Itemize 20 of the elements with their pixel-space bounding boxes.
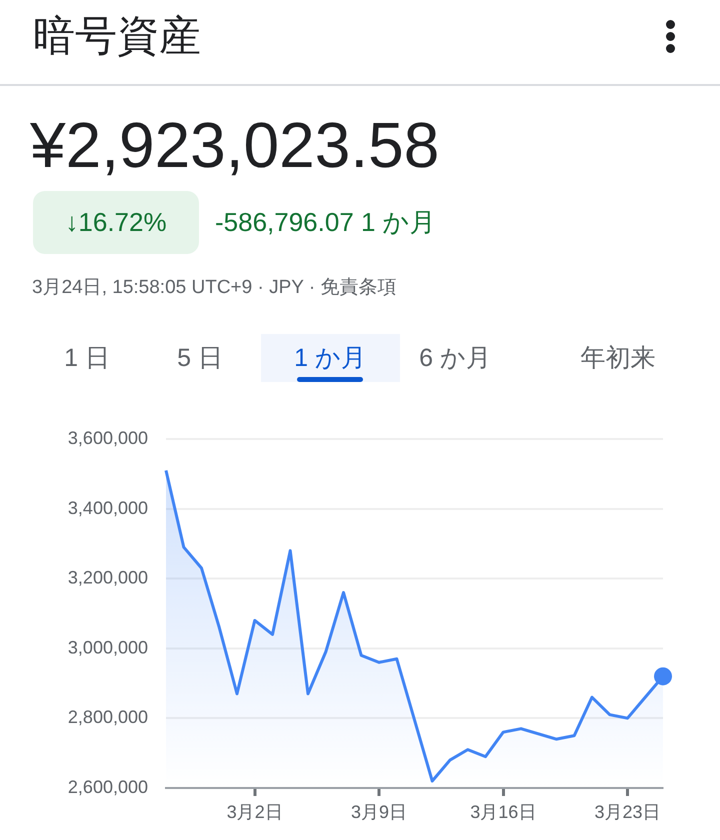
x-tick-label: 3月9日 [350,802,408,822]
text: 6 か月 [418,343,492,374]
y-tick-label: 3,200,000 [68,568,148,588]
y-tick-label: 2,800,000 [68,707,148,728]
text: 1 か月 [293,343,367,374]
text: ↓16.72% [33,191,199,254]
text: 3月24日, 15:58:05 UTC+9 · JPY · 免責条項 [32,276,396,300]
y-tick-label: 3,400,000 [68,498,148,518]
chart-title: 暗号資産 [33,11,201,61]
text: 5 日 [176,343,224,374]
y-tick-label: 2,600,000 [68,776,148,797]
text: 年初来 [580,343,656,374]
x-tick-label: 3月16日 [470,802,536,822]
text: 1 日 [63,343,111,374]
y-tick-label: 3,000,000 [68,637,148,658]
x-tick-label: 3月2日 [226,802,283,822]
text: -586,796.07 1 か月 [215,206,436,239]
y-tick-label: 3,600,000 [68,428,148,448]
text: ¥2,923,023.58 [30,108,440,182]
x-tick-label: 3月23日 [594,802,661,822]
